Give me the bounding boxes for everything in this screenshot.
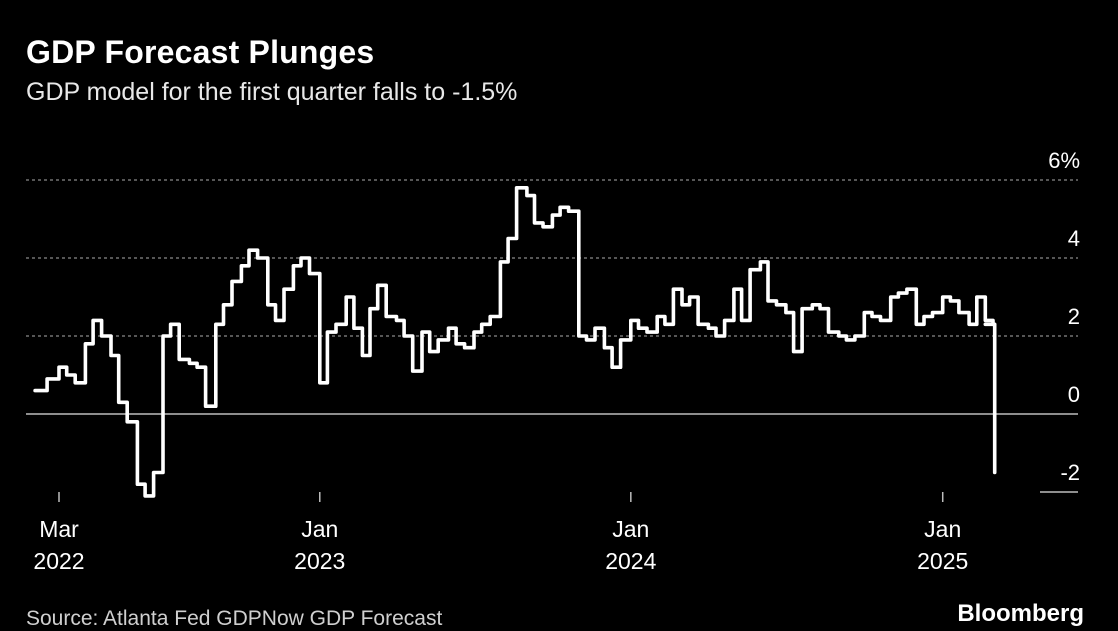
gdp-forecast-line [33, 186, 995, 498]
x-tick-label: Jan [301, 516, 338, 542]
y-tick-label: 6% [1048, 148, 1080, 173]
y-tick-label: 2 [1068, 304, 1080, 329]
x-tick-label: 2022 [33, 548, 84, 574]
line-chart: Mar 2022 Jan 2023 Jan 2024 Jan 2025 6% 4 2 0 -2 [26, 148, 1080, 574]
x-tick-label: 2023 [294, 548, 345, 574]
y-tick-label: -2 [1060, 460, 1080, 485]
bloomberg-logo: Bloomberg [957, 600, 1084, 627]
x-tick-label: 2025 [917, 548, 968, 574]
x-tick-label: Jan [924, 516, 961, 542]
gdp-forecast-plunge-line [983, 322, 997, 475]
x-tick-label: Jan [612, 516, 649, 542]
source-note: Source: Atlanta Fed GDPNow GDP Forecast [26, 607, 443, 630]
y-tick-label: 0 [1068, 382, 1080, 407]
y-tick-label: 4 [1068, 226, 1080, 251]
chart-title: GDP Forecast Plunges [26, 34, 375, 70]
x-tick-label: 2024 [605, 548, 656, 574]
x-tick-label: Mar [39, 516, 79, 542]
chart-subtitle: GDP model for the first quarter falls to… [26, 78, 518, 106]
